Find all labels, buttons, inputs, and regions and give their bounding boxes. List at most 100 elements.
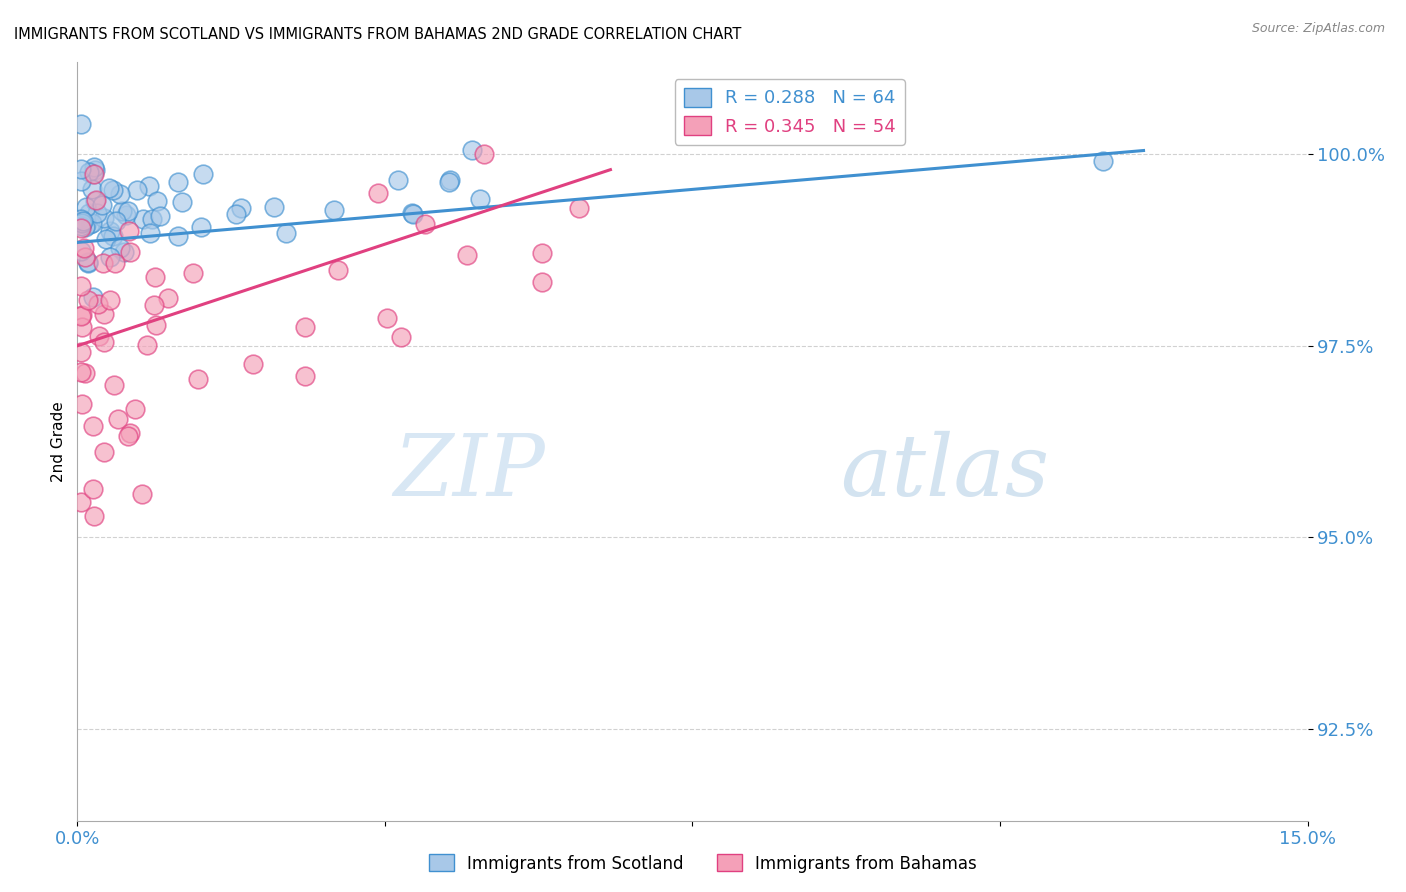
Point [439,172,461,186]
Point [73,250,96,264]
Point [84,193,107,207]
Point [104,256,127,270]
Point [470,192,492,206]
Point [70,173,93,187]
Point [131,486,153,500]
Point [132,212,155,227]
Point [70,278,93,293]
Point [107,412,129,426]
Point [124,402,146,417]
Point [76,254,98,268]
Point [118,224,141,238]
Point [101,183,124,197]
Point [93,445,115,459]
Point [82,418,104,433]
Point [225,207,247,221]
Point [326,263,349,277]
Point [83,162,105,177]
Point [115,208,138,222]
Point [531,246,554,260]
Point [568,201,591,215]
Point [77,206,100,220]
Point [82,482,104,496]
Legend: Immigrants from Scotland, Immigrants from Bahamas: Immigrants from Scotland, Immigrants fro… [422,847,984,880]
Point [145,318,167,332]
Point [94,232,117,246]
Point [117,203,139,218]
Point [120,245,142,260]
Point [108,241,131,255]
Point [141,211,163,226]
Point [461,143,484,157]
Point [70,116,93,130]
Point [193,168,215,182]
Point [72,213,94,227]
Point [118,426,141,441]
Point [142,298,165,312]
Point [93,307,115,321]
Point [70,345,93,359]
Point [229,201,252,215]
Point [401,207,423,221]
Point [93,335,115,350]
Point [108,187,131,202]
Point [80,182,103,196]
Point [70,212,93,227]
Point [146,194,169,208]
Point [70,308,93,322]
Point [167,175,190,189]
Point [75,366,97,380]
Point [73,241,96,255]
Point [70,244,93,258]
Point [530,275,553,289]
Point [375,310,398,325]
Point [157,291,180,305]
Point [242,357,264,371]
Point [70,494,93,508]
Point [70,219,93,233]
Point [1091,154,1114,169]
Point [80,216,103,230]
Y-axis label: 2nd Grade: 2nd Grade [51,401,66,482]
Point [187,372,209,386]
Point [401,206,423,220]
Point [70,162,93,177]
Point [70,216,93,230]
Point [387,172,409,186]
Point [93,211,115,225]
Point [75,200,97,214]
Point [77,293,100,307]
Point [87,297,110,311]
Point [112,245,135,260]
Point [79,217,101,231]
Point [83,194,105,208]
Point [76,256,98,270]
Point [77,165,100,179]
Point [143,270,166,285]
Point [86,205,108,219]
Point [474,147,496,161]
Point [91,256,114,270]
Point [91,198,114,212]
Legend: R = 0.288   N = 64, R = 0.345   N = 54: R = 0.288 N = 64, R = 0.345 N = 54 [675,79,905,145]
Point [70,365,93,379]
Text: IMMIGRANTS FROM SCOTLAND VS IMMIGRANTS FROM BAHAMAS 2ND GRADE CORRELATION CHART: IMMIGRANTS FROM SCOTLAND VS IMMIGRANTS F… [14,27,741,42]
Point [294,319,316,334]
Point [367,186,389,200]
Point [263,200,285,214]
Point [274,226,297,240]
Point [415,218,437,232]
Point [82,290,104,304]
Point [294,369,316,384]
Point [181,266,204,280]
Point [73,220,96,235]
Point [103,229,125,244]
Point [138,178,160,193]
Point [111,204,134,219]
Point [437,175,460,189]
Text: Source: ZipAtlas.com: Source: ZipAtlas.com [1251,22,1385,36]
Point [98,224,121,238]
Point [82,167,104,181]
Point [97,180,120,194]
Point [75,218,97,232]
